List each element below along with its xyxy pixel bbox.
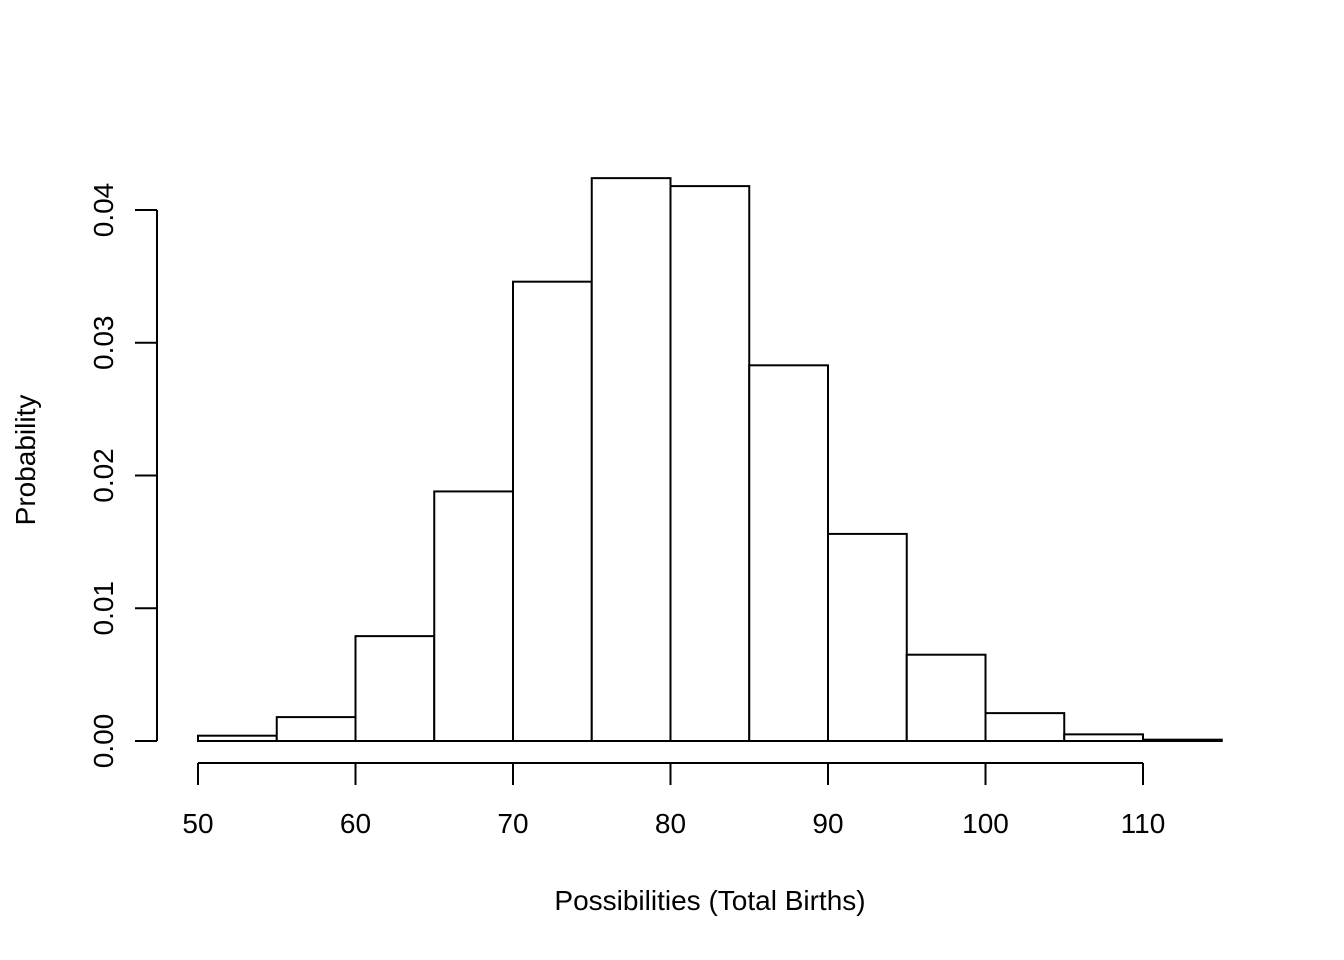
histogram-bar xyxy=(512,280,593,742)
x-tick-label: 100 xyxy=(962,808,1009,839)
x-tick-label: 90 xyxy=(812,808,843,839)
x-tick-label: 80 xyxy=(655,808,686,839)
y-tick-label: 0.02 xyxy=(88,448,119,503)
histogram-bar xyxy=(590,177,672,742)
histogram-bars xyxy=(197,177,1223,743)
histogram-bar xyxy=(827,532,908,742)
histogram-bar xyxy=(669,185,751,743)
y-tick-label: 0.01 xyxy=(88,581,119,636)
x-tick-label: 50 xyxy=(182,808,213,839)
histogram-bar xyxy=(354,635,436,742)
histogram-bar xyxy=(748,364,829,742)
y-tick-label: 0.04 xyxy=(88,183,119,238)
histogram-bar xyxy=(984,712,1066,742)
y-axis-title: Probability xyxy=(10,395,41,526)
y-axis: 0.00 0.01 0.02 0.03 0.04 xyxy=(88,183,158,769)
x-axis-title: Possibilities (Total Births) xyxy=(554,885,865,916)
histogram-bar xyxy=(1063,733,1144,742)
x-tick-label: 70 xyxy=(497,808,528,839)
y-tick-label: 0.03 xyxy=(88,316,119,371)
histogram-bar xyxy=(433,490,514,742)
x-tick-label: 110 xyxy=(1121,808,1166,839)
histogram-bar xyxy=(275,716,357,742)
x-axis: 50 60 70 80 90 100 110 xyxy=(182,762,1166,839)
histogram-bar xyxy=(1142,738,1223,742)
y-tick-label: 0.00 xyxy=(88,714,119,769)
histogram-bar xyxy=(197,734,278,743)
x-tick-label: 60 xyxy=(340,808,371,839)
histogram-bar xyxy=(905,653,987,743)
